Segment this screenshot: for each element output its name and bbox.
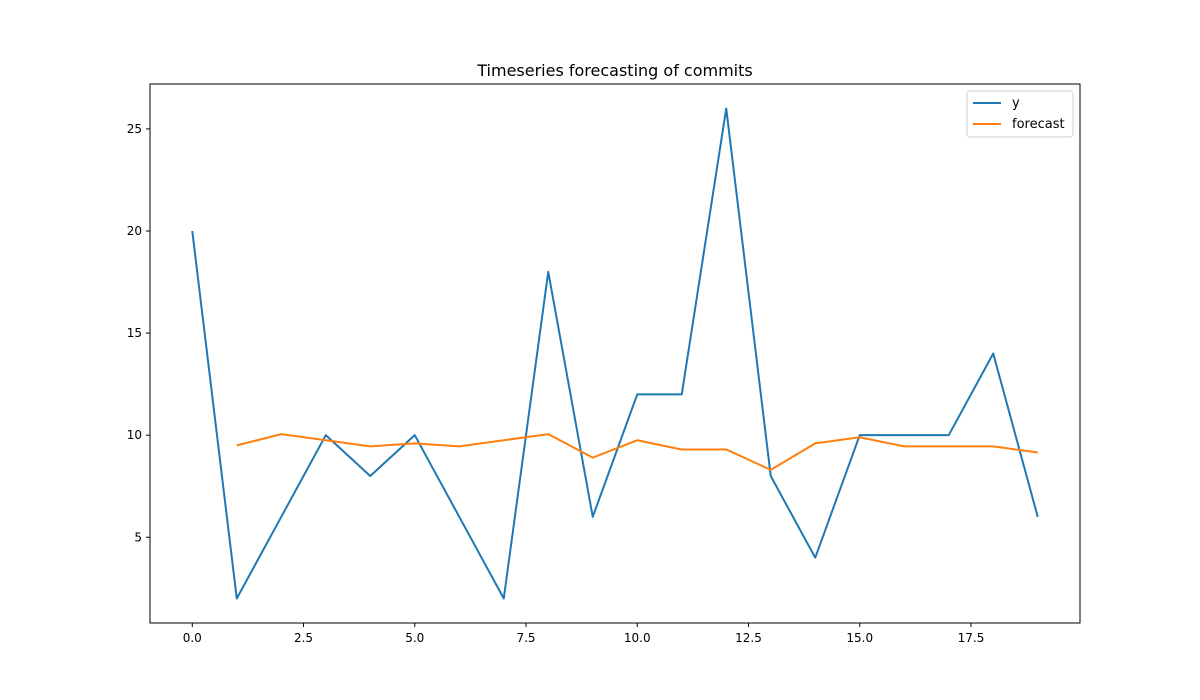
- x-tick-label: 2.5: [294, 631, 313, 645]
- x-tick-label: 17.5: [958, 631, 985, 645]
- plot-frame: [149, 83, 1081, 624]
- x-tick-label: 0.0: [183, 631, 202, 645]
- x-axis: 0.0 2.5 5.0 7.5 10.0 12.5 15.0 17.5: [183, 623, 985, 645]
- series-line-forecast: [236, 433, 1038, 471]
- y-tick-label: 25: [127, 122, 142, 136]
- y-tick-label: 20: [127, 224, 142, 238]
- x-tick-label: 15.0: [846, 631, 873, 645]
- series-layer: [191, 107, 1039, 600]
- y-axis: 5 10 15 20 25: [127, 122, 150, 544]
- legend-label-y: y: [1012, 96, 1020, 111]
- x-tick-label: 12.5: [735, 631, 762, 645]
- x-tick-label: 7.5: [516, 631, 535, 645]
- legend: y forecast: [966, 90, 1074, 138]
- y-tick-label: 5: [134, 530, 142, 544]
- legend-label-forecast: forecast: [1012, 117, 1065, 132]
- x-tick-label: 5.0: [405, 631, 424, 645]
- y-tick-label: 15: [127, 326, 142, 340]
- x-tick-label: 10.0: [624, 631, 651, 645]
- y-tick-label: 10: [127, 428, 142, 442]
- chart-title: Timeseries forecasting of commits: [476, 61, 752, 80]
- series-line-y: [191, 107, 1039, 600]
